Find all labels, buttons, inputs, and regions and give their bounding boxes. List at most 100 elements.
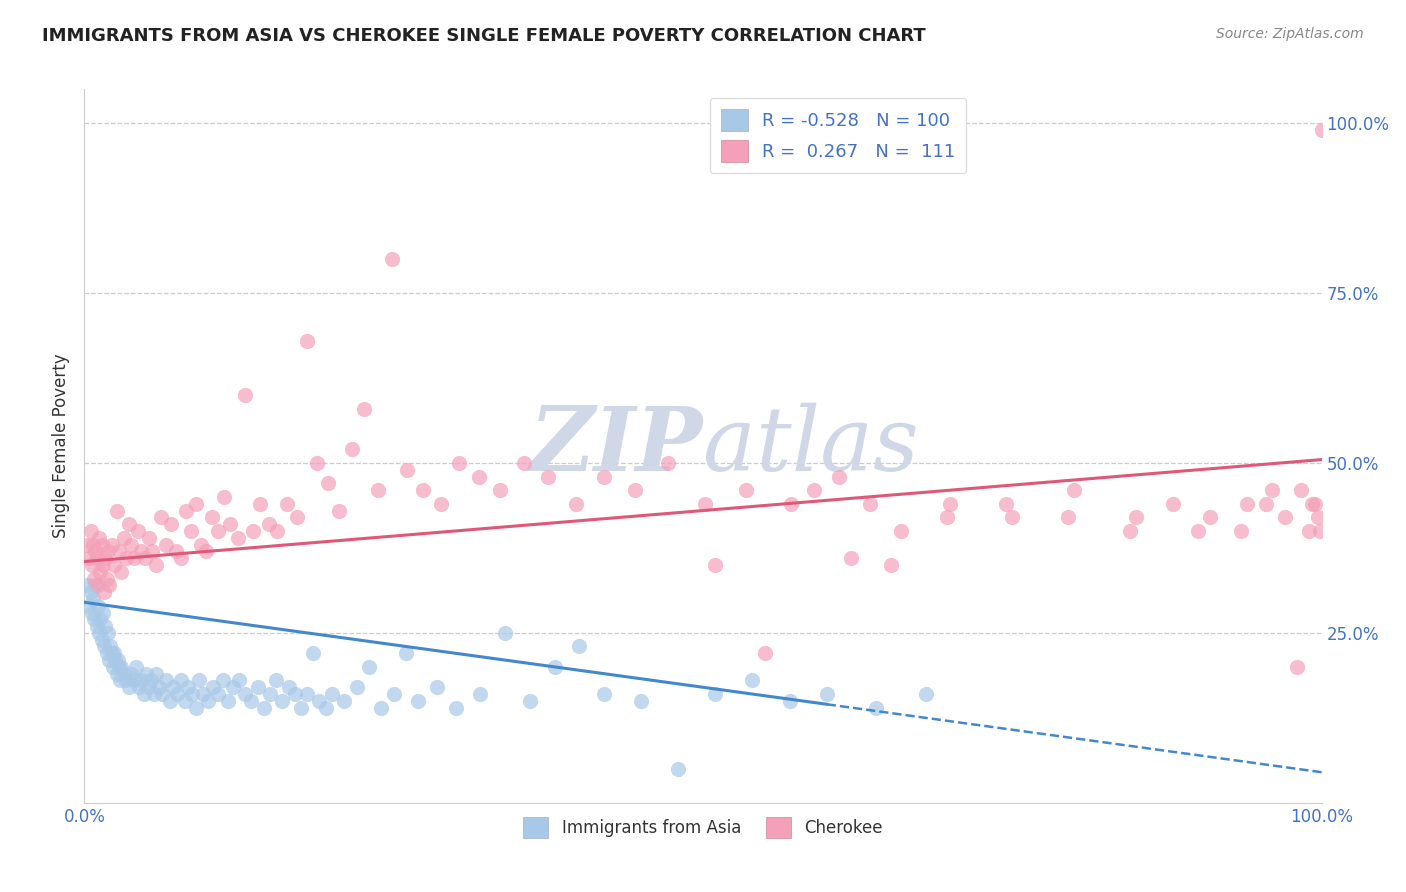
Point [246, 680, 269, 694]
Point [76, 578, 98, 592]
Point [1285, 660, 1308, 674]
Point [202, 680, 225, 694]
Point [184, 700, 207, 714]
Point [170, 673, 193, 688]
Y-axis label: Single Female Poverty: Single Female Poverty [52, 354, 70, 538]
Point [129, 673, 152, 688]
Point [89, 565, 111, 579]
Point [1309, 524, 1331, 538]
Point [82, 537, 104, 551]
Point [240, 694, 263, 708]
Point [353, 401, 375, 416]
Point [181, 687, 204, 701]
Point [543, 660, 565, 674]
Point [129, 544, 152, 558]
Point [201, 510, 224, 524]
Point [79, 585, 101, 599]
Point [159, 694, 181, 708]
Point [295, 334, 318, 348]
Point [779, 694, 801, 708]
Point [253, 700, 276, 714]
Point [859, 497, 882, 511]
Text: ZIP: ZIP [530, 403, 703, 489]
Point [512, 456, 534, 470]
Point [138, 680, 160, 694]
Point [1119, 524, 1142, 538]
Point [84, 544, 107, 558]
Point [108, 544, 131, 558]
Point [593, 687, 616, 701]
Point [735, 483, 758, 498]
Point [197, 694, 219, 708]
Point [357, 660, 380, 674]
Point [191, 687, 214, 701]
Point [86, 619, 108, 633]
Point [741, 673, 763, 688]
Point [217, 694, 239, 708]
Point [370, 700, 392, 714]
Point [96, 646, 118, 660]
Point [249, 497, 271, 511]
Point [277, 680, 299, 694]
Point [97, 626, 120, 640]
Point [79, 524, 101, 538]
Point [470, 687, 492, 701]
Point [174, 503, 197, 517]
Point [118, 680, 141, 694]
Point [290, 700, 312, 714]
Point [108, 660, 131, 674]
Point [1254, 497, 1277, 511]
Point [190, 537, 212, 551]
Point [1187, 524, 1209, 538]
Point [162, 680, 184, 694]
Point [222, 680, 245, 694]
Point [86, 551, 108, 566]
Point [271, 694, 294, 708]
Point [212, 673, 235, 688]
Point [90, 537, 112, 551]
Point [107, 653, 129, 667]
Point [1261, 483, 1284, 498]
Point [98, 578, 121, 592]
Point [704, 558, 727, 572]
Point [880, 558, 903, 572]
Point [194, 544, 217, 558]
Point [115, 673, 138, 688]
Point [100, 646, 122, 660]
Point [333, 694, 356, 708]
Point [90, 632, 112, 647]
Text: IMMIGRANTS FROM ASIA VS CHEROKEE SINGLE FEMALE POVERTY CORRELATION CHART: IMMIGRANTS FROM ASIA VS CHEROKEE SINGLE … [42, 27, 927, 45]
Point [134, 551, 156, 566]
Point [207, 524, 229, 538]
Point [188, 673, 211, 688]
Point [233, 687, 256, 701]
Point [125, 660, 148, 674]
Point [142, 687, 165, 701]
Point [94, 619, 117, 633]
Point [150, 510, 173, 524]
Point [98, 640, 121, 654]
Point [1298, 524, 1320, 538]
Point [803, 483, 825, 498]
Point [127, 524, 149, 538]
Text: Source: ZipAtlas.com: Source: ZipAtlas.com [1216, 27, 1364, 41]
Point [141, 544, 163, 558]
Point [995, 497, 1018, 511]
Point [426, 680, 449, 694]
Point [110, 565, 132, 579]
Point [110, 660, 132, 674]
Point [170, 551, 193, 566]
Point [87, 578, 110, 592]
Point [212, 490, 235, 504]
Point [79, 551, 101, 566]
Point [657, 456, 679, 470]
Point [321, 687, 343, 701]
Point [228, 673, 250, 688]
Point [315, 700, 337, 714]
Point [219, 517, 242, 532]
Point [340, 442, 363, 457]
Point [367, 483, 389, 498]
Point [89, 531, 111, 545]
Point [122, 551, 145, 566]
Point [519, 694, 541, 708]
